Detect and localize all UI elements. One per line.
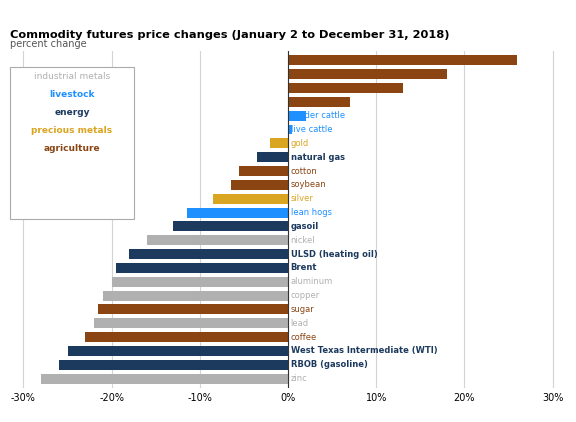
Bar [288, 69, 447, 79]
Text: corn: corn [291, 97, 309, 106]
Bar [94, 318, 288, 328]
Text: zinc: zinc [291, 374, 308, 383]
Text: gold: gold [291, 139, 309, 148]
Bar [129, 249, 288, 259]
Text: aluminum: aluminum [291, 277, 333, 286]
Text: soybean: soybean [291, 180, 326, 189]
Bar [103, 291, 288, 300]
Bar [288, 83, 403, 93]
Text: agriculture: agriculture [44, 144, 100, 153]
Text: natural gas: natural gas [291, 153, 344, 162]
Bar [41, 373, 288, 384]
Bar [288, 97, 350, 107]
Bar [288, 55, 517, 65]
Bar [213, 194, 288, 204]
Text: lead: lead [291, 319, 309, 328]
Bar [112, 277, 288, 287]
Bar [257, 152, 288, 162]
Text: feeder cattle: feeder cattle [291, 111, 345, 120]
Text: energy: energy [54, 108, 90, 117]
Text: Commodity futures price changes (January 2 to December 31, 2018): Commodity futures price changes (January… [10, 30, 450, 40]
FancyBboxPatch shape [10, 67, 134, 219]
Bar [98, 304, 288, 314]
Text: cotton: cotton [291, 167, 317, 176]
Text: copper: copper [291, 291, 320, 300]
Text: nickel: nickel [291, 236, 315, 245]
Text: lean hogs: lean hogs [291, 208, 332, 217]
Text: industrial metals: industrial metals [34, 73, 110, 81]
Text: Chicago wheat: Chicago wheat [291, 70, 353, 78]
Bar [147, 235, 288, 245]
Text: ULSD (heating oil): ULSD (heating oil) [291, 249, 377, 259]
Bar [67, 346, 288, 356]
Bar [270, 138, 288, 148]
Bar [85, 332, 288, 342]
Text: West Texas Intermediate (WTI): West Texas Intermediate (WTI) [291, 346, 437, 355]
Text: Kansas wheat: Kansas wheat [291, 84, 349, 92]
Bar [116, 263, 288, 273]
Text: livestock: livestock [49, 90, 94, 100]
Text: live cattle: live cattle [291, 125, 332, 134]
Text: percent change: percent change [10, 39, 87, 49]
Text: Brent: Brent [291, 263, 317, 272]
Text: gasoil: gasoil [291, 222, 319, 231]
Bar [288, 111, 306, 121]
Text: coffee: coffee [291, 333, 317, 341]
Text: sugar: sugar [291, 305, 314, 314]
Bar [59, 360, 288, 370]
Text: RBOB (gasoline): RBOB (gasoline) [291, 360, 367, 369]
Text: cocoa: cocoa [291, 56, 315, 65]
Bar [288, 124, 293, 135]
Text: precious metals: precious metals [31, 127, 112, 135]
Bar [230, 180, 288, 190]
Bar [173, 222, 288, 231]
Bar [240, 166, 288, 176]
Bar [187, 208, 288, 217]
Text: silver: silver [291, 194, 313, 203]
